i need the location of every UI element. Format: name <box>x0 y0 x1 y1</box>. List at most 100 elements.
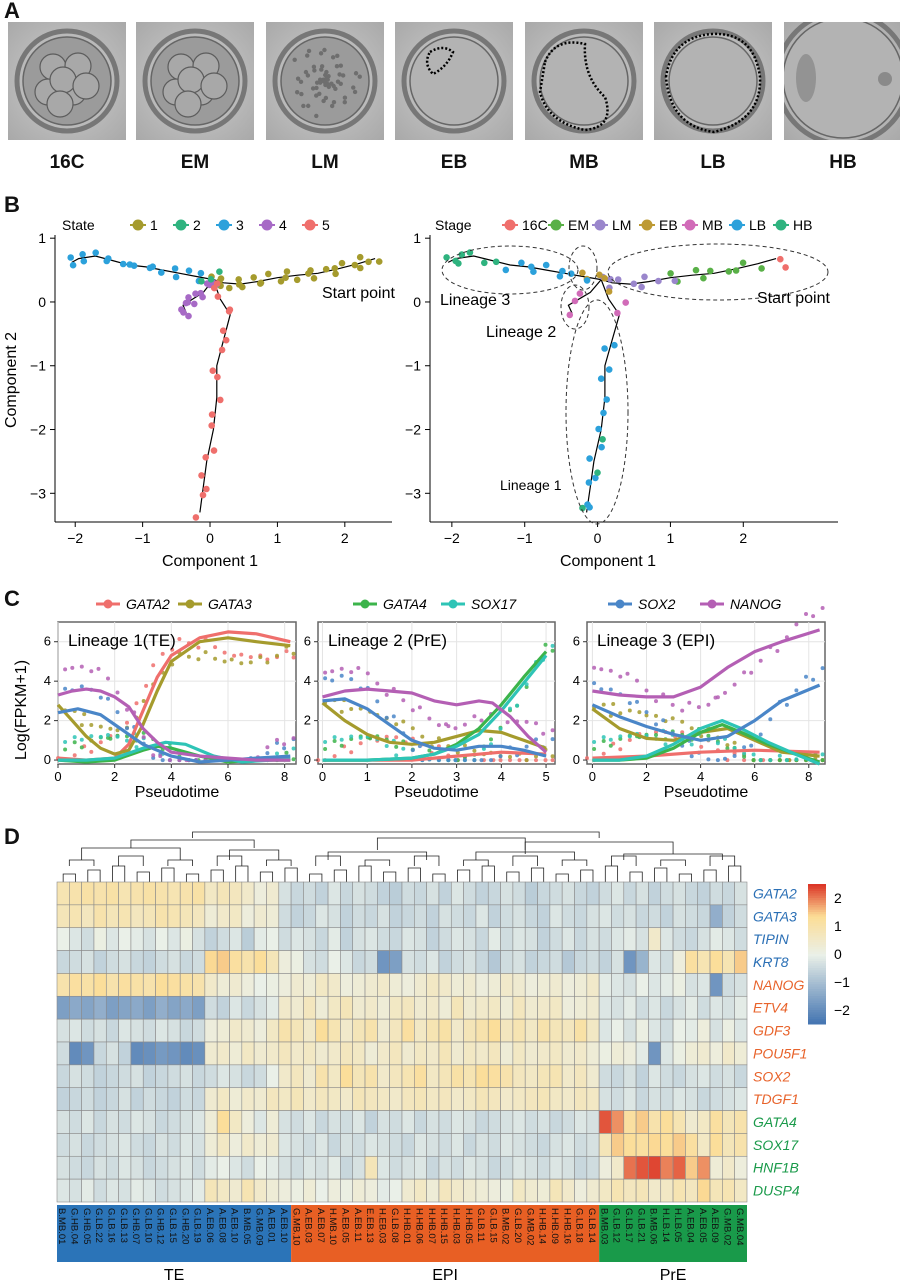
stage-hb-point <box>492 258 500 266</box>
stage-hb-point <box>579 504 586 512</box>
heatmap-cell <box>487 973 501 997</box>
heatmap-cell <box>377 927 390 951</box>
expression-point <box>222 659 227 664</box>
legend-swatch <box>261 219 273 231</box>
heatmap-cell <box>352 1155 366 1180</box>
heatmap-cell <box>549 927 563 951</box>
heatmap-cell <box>672 927 686 951</box>
sample-label: A.EB.06 <box>204 1208 215 1243</box>
heatmap-cell <box>327 1087 341 1111</box>
expression-point <box>394 722 399 727</box>
expression-point <box>472 748 477 753</box>
expression-point <box>115 690 120 695</box>
heatmap-cell <box>278 973 292 997</box>
heatmap-cell <box>722 995 735 1020</box>
heatmap-cell <box>179 1178 193 1203</box>
heatmap-cell <box>401 1041 415 1066</box>
expression-point <box>689 742 694 747</box>
heatmap-cell <box>401 1155 415 1180</box>
heatmap-cell <box>537 1178 551 1203</box>
state5-point <box>209 367 217 374</box>
heatmap-cell <box>389 950 403 974</box>
expression-point <box>332 735 337 740</box>
heatmap-cell <box>475 1018 489 1043</box>
state5-point <box>198 472 205 479</box>
heatmap-cell <box>364 904 378 929</box>
y-tick-label: −3 <box>30 485 46 501</box>
heatmap-cell <box>278 1110 292 1134</box>
heatmap-cell <box>266 1178 280 1203</box>
heatmap-cell <box>56 881 70 906</box>
sample-label: A.EB.03 <box>303 1208 314 1243</box>
heatmap-cell <box>81 1064 95 1089</box>
sample-label-bars: B.MB.01 G.HB.04 G.HB.05 G.LB.22 G.LB.16 G.LB.… <box>56 1205 747 1262</box>
expression-point <box>213 656 218 661</box>
heatmap-cell <box>586 1087 600 1111</box>
heatmap-cell <box>475 881 489 906</box>
expression-point <box>291 736 296 741</box>
heatmap-cell <box>142 1133 156 1157</box>
expression-curve <box>592 628 821 699</box>
heatmap-cell <box>549 1133 563 1157</box>
sample-label: A.EB.11 <box>352 1208 363 1242</box>
expression-point <box>330 678 335 683</box>
stage-lb-point <box>586 504 593 511</box>
heatmap-cell <box>278 1041 292 1066</box>
state1-point <box>357 264 364 272</box>
heatmap-cell <box>672 881 686 906</box>
heatmap-cell <box>327 950 341 974</box>
expression-point <box>517 758 522 763</box>
state1-point <box>226 284 233 292</box>
expression-point <box>811 677 816 682</box>
expression-point <box>134 701 139 706</box>
gene-row-label: TIPIN <box>753 931 790 947</box>
heatmap-cell <box>623 927 637 951</box>
heatmap-cell <box>561 1110 575 1134</box>
heatmap-cell <box>549 973 563 997</box>
heatmap-cell <box>537 1133 551 1157</box>
expression-point <box>706 757 711 762</box>
heatmap-cell <box>192 1178 206 1203</box>
heatmap-cell <box>450 973 464 997</box>
stage-em-point <box>758 265 765 272</box>
heatmap-cell <box>672 1178 686 1203</box>
expression-point <box>723 756 727 761</box>
sample-label: H.HB.16 <box>561 1208 572 1244</box>
heatmap-cell <box>315 904 329 929</box>
legend-label: EM <box>568 217 589 233</box>
expression-curve <box>56 636 291 756</box>
heatmap-cell <box>401 904 415 929</box>
heatmap-cell <box>364 950 378 974</box>
heatmap-cell <box>574 1178 588 1203</box>
state3-point <box>69 261 77 269</box>
heatmap-cell <box>253 1087 267 1111</box>
heatmap-cell <box>278 904 292 929</box>
heatmap-cell <box>216 881 230 906</box>
heatmap-cell <box>229 995 243 1020</box>
heatmap-cell <box>216 927 230 951</box>
expression-curve <box>322 697 547 758</box>
expression-point <box>751 752 756 757</box>
left-ticks: −2 −1 0 1 2 1 0 −1 −2 −3 <box>30 230 349 546</box>
stage-label-lb: LB <box>700 152 726 173</box>
heatmap-cell <box>56 950 70 974</box>
heatmap-cell <box>142 1064 156 1089</box>
state5-point <box>208 422 215 429</box>
heatmap-cell <box>401 950 415 974</box>
expression-point <box>339 666 344 671</box>
heatmap-cell <box>549 904 563 929</box>
heatmap-cell <box>635 973 649 997</box>
heatmap-cell <box>500 904 514 929</box>
x-tick-label: −2 <box>67 530 83 546</box>
heatmap-cell <box>524 1178 538 1203</box>
heatmap-cell <box>524 1110 538 1134</box>
heatmap-cell <box>179 1133 193 1157</box>
heatmap-cell <box>450 1155 464 1180</box>
heatmap-cell <box>487 1178 501 1203</box>
heatmap-cell <box>278 881 292 906</box>
state5-point <box>203 485 210 493</box>
heatmap-cell <box>586 927 600 951</box>
state2-point <box>207 276 215 283</box>
heatmap-cell <box>118 1155 132 1180</box>
heatmap-cell <box>648 1041 662 1066</box>
